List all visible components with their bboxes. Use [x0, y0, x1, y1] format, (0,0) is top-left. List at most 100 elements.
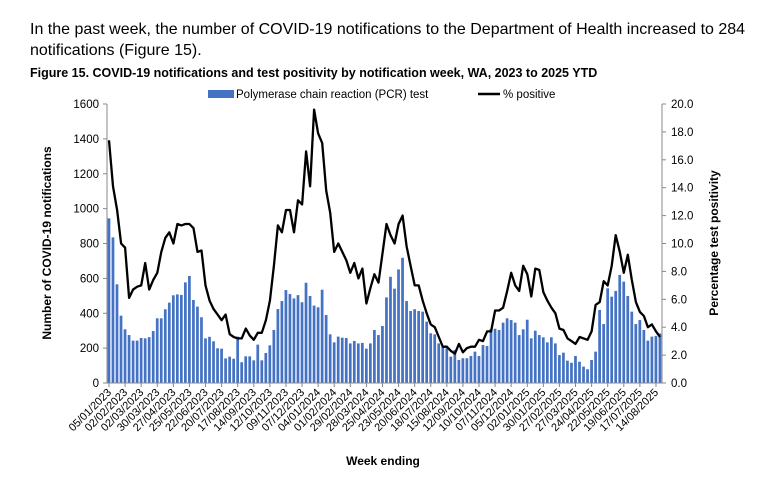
bar [151, 331, 155, 383]
y-tick-label: 1400 [73, 134, 99, 146]
bar [594, 351, 597, 383]
bar [485, 346, 489, 383]
y2-tick-label: 12.0 [671, 211, 693, 223]
y2-tick-label: 18.0 [671, 127, 693, 139]
bar [529, 338, 533, 383]
bar [260, 360, 264, 383]
bar [336, 336, 340, 383]
percent-positive-line [107, 108, 661, 355]
bar [425, 321, 429, 383]
bar [469, 355, 473, 383]
y-tick-label: 0 [93, 378, 99, 390]
y2-tick-label: 16.0 [671, 155, 693, 167]
legend-bar-swatch [208, 90, 234, 98]
bar [397, 269, 400, 383]
legend-bar-label: Polymerase chain reaction (PCR) test [236, 89, 429, 101]
bar [541, 337, 545, 383]
bar [324, 314, 328, 383]
bar [437, 343, 441, 383]
bar [135, 340, 139, 383]
bar [574, 355, 577, 383]
bar [445, 348, 449, 383]
bar [252, 360, 256, 383]
bar [236, 336, 240, 383]
bar [340, 337, 344, 383]
bar [196, 306, 199, 383]
bar [224, 358, 227, 383]
y2-tick-label: 10.0 [671, 239, 693, 251]
bar [525, 319, 529, 383]
bar [638, 320, 642, 383]
bar [244, 356, 248, 383]
bar [441, 346, 445, 383]
bar [401, 257, 404, 383]
bar [248, 356, 252, 383]
bar [449, 356, 453, 383]
bar [409, 310, 412, 383]
bar [626, 295, 630, 383]
bar [473, 351, 477, 383]
bar [549, 337, 553, 383]
bar [240, 362, 244, 383]
bar [115, 284, 119, 383]
bar [276, 309, 280, 383]
bar [570, 362, 573, 383]
bar [192, 299, 195, 383]
bar [381, 325, 384, 383]
bar [489, 328, 493, 383]
bar [175, 294, 179, 383]
bar [521, 329, 525, 383]
bar [296, 295, 300, 383]
bar [155, 318, 159, 383]
y2-tick-label: 20.0 [671, 99, 693, 111]
bar [184, 282, 187, 383]
bar [385, 297, 388, 383]
y-tick-label: 400 [80, 308, 99, 320]
bar [509, 320, 513, 383]
bar [453, 350, 457, 383]
bar [147, 337, 151, 383]
y-tick-label: 1200 [73, 169, 99, 181]
bar [650, 336, 654, 383]
bar [558, 355, 561, 383]
bar [131, 340, 135, 383]
bar [163, 309, 167, 383]
bar [369, 343, 372, 383]
bar [578, 361, 581, 383]
bar [501, 322, 505, 383]
y2-tick-label: 8.0 [671, 266, 687, 278]
bar [216, 348, 219, 383]
bar [602, 324, 605, 383]
bar [630, 311, 634, 383]
bar [646, 340, 650, 383]
bar [481, 344, 485, 383]
bar [554, 343, 557, 383]
bar [513, 322, 517, 383]
bar [545, 342, 549, 383]
bar [364, 348, 368, 383]
bar [517, 335, 521, 383]
bar [461, 358, 465, 383]
bar [171, 295, 175, 383]
bar [533, 330, 537, 383]
bar [618, 274, 622, 383]
bar [300, 302, 304, 383]
bar [232, 358, 235, 383]
bar [304, 282, 308, 383]
bar [373, 329, 376, 383]
bar [582, 366, 585, 383]
bar [429, 333, 433, 383]
bar [119, 315, 123, 383]
y2-tick-label: 0.0 [671, 378, 687, 390]
bar [477, 355, 481, 383]
bar [393, 288, 396, 383]
bar [320, 289, 324, 383]
bar [107, 218, 111, 383]
bar [212, 341, 215, 383]
bar [497, 329, 501, 383]
bar [167, 302, 171, 383]
bar [417, 310, 420, 383]
y-axis-title: Number of COVID-19 notifications [40, 146, 54, 340]
bar [111, 237, 115, 383]
